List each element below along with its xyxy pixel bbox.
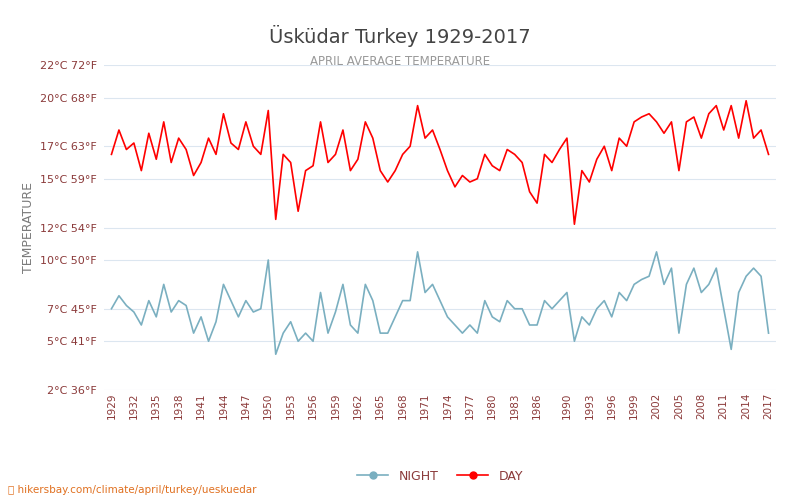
Y-axis label: TEMPERATURE: TEMPERATURE — [22, 182, 35, 273]
Text: 🔸 hikersbay.com/climate/april/turkey/ueskuedar: 🔸 hikersbay.com/climate/april/turkey/ues… — [8, 485, 257, 495]
Text: APRIL AVERAGE TEMPERATURE: APRIL AVERAGE TEMPERATURE — [310, 55, 490, 68]
Text: Üsküdar Turkey 1929-2017: Üsküdar Turkey 1929-2017 — [269, 25, 531, 47]
Legend: NIGHT, DAY: NIGHT, DAY — [352, 465, 528, 488]
